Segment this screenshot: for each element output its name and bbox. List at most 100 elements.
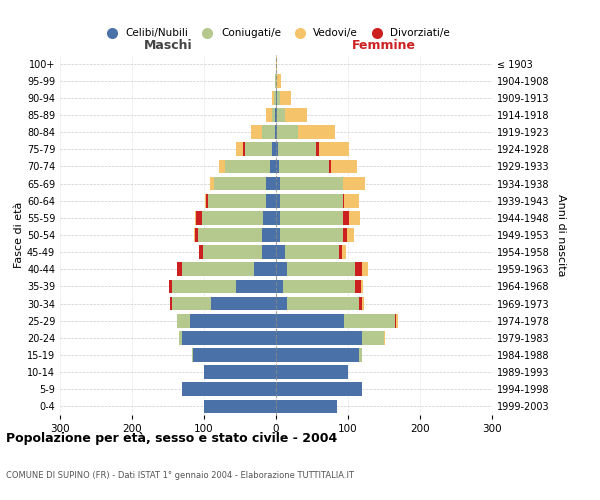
Bar — [276, 74, 277, 88]
Bar — [276, 246, 284, 259]
Bar — [203, 246, 262, 259]
Bar — [276, 331, 362, 344]
Bar — [284, 246, 338, 259]
Bar — [172, 280, 236, 293]
Bar — [349, 211, 359, 224]
Bar — [182, 382, 276, 396]
Bar — [196, 211, 202, 224]
Bar — [251, 126, 262, 139]
Bar — [198, 228, 262, 242]
Y-axis label: Anni di nascita: Anni di nascita — [556, 194, 566, 276]
Bar — [276, 108, 277, 122]
Bar — [338, 246, 342, 259]
Bar — [170, 296, 172, 310]
Bar — [280, 176, 343, 190]
Bar — [254, 262, 276, 276]
Bar — [263, 211, 276, 224]
Bar — [362, 296, 364, 310]
Bar — [276, 366, 348, 379]
Bar — [329, 160, 331, 173]
Bar — [205, 194, 206, 207]
Bar — [269, 160, 276, 173]
Bar — [276, 91, 277, 104]
Bar — [225, 160, 269, 173]
Bar — [343, 194, 344, 207]
Bar — [276, 160, 279, 173]
Bar — [266, 194, 276, 207]
Bar — [262, 246, 276, 259]
Bar — [342, 246, 346, 259]
Bar — [236, 142, 243, 156]
Bar — [362, 262, 368, 276]
Bar — [331, 160, 356, 173]
Bar — [276, 382, 362, 396]
Y-axis label: Fasce di età: Fasce di età — [14, 202, 24, 268]
Bar — [245, 142, 272, 156]
Bar — [276, 228, 280, 242]
Bar — [272, 91, 274, 104]
Bar — [262, 126, 275, 139]
Bar — [277, 74, 281, 88]
Bar — [280, 211, 343, 224]
Bar — [278, 142, 316, 156]
Bar — [344, 314, 395, 328]
Bar — [280, 228, 343, 242]
Bar — [287, 262, 355, 276]
Bar — [276, 280, 283, 293]
Bar — [359, 348, 362, 362]
Bar — [211, 296, 276, 310]
Bar — [176, 314, 190, 328]
Legend: Celibi/Nubili, Coniugati/e, Vedovi/e, Divorziati/e: Celibi/Nubili, Coniugati/e, Vedovi/e, Di… — [98, 24, 454, 42]
Bar — [182, 331, 276, 344]
Bar — [272, 108, 275, 122]
Bar — [266, 176, 276, 190]
Bar — [276, 142, 278, 156]
Bar — [280, 194, 343, 207]
Bar — [344, 194, 359, 207]
Bar — [355, 262, 362, 276]
Bar — [276, 296, 287, 310]
Bar — [343, 211, 349, 224]
Bar — [287, 296, 359, 310]
Bar — [277, 108, 286, 122]
Bar — [202, 211, 263, 224]
Bar — [277, 91, 280, 104]
Bar — [206, 194, 208, 207]
Bar — [275, 108, 276, 122]
Text: Popolazione per età, sesso e stato civile - 2004: Popolazione per età, sesso e stato civil… — [6, 432, 337, 445]
Bar — [316, 142, 319, 156]
Bar — [275, 74, 276, 88]
Bar — [276, 211, 280, 224]
Bar — [211, 176, 214, 190]
Bar — [384, 331, 385, 344]
Bar — [274, 91, 276, 104]
Bar — [276, 348, 359, 362]
Bar — [276, 400, 337, 413]
Text: Maschi: Maschi — [143, 38, 193, 52]
Bar — [359, 296, 362, 310]
Bar — [280, 91, 291, 104]
Bar — [192, 348, 193, 362]
Bar — [243, 142, 245, 156]
Bar — [176, 262, 182, 276]
Bar — [298, 126, 335, 139]
Bar — [279, 160, 329, 173]
Bar — [214, 176, 266, 190]
Text: COMUNE DI SUPINO (FR) - Dati ISTAT 1° gennaio 2004 - Elaborazione TUTTITALIA.IT: COMUNE DI SUPINO (FR) - Dati ISTAT 1° ge… — [6, 471, 354, 480]
Bar — [204, 366, 276, 379]
Bar — [179, 331, 182, 344]
Bar — [194, 228, 198, 242]
Bar — [276, 56, 277, 70]
Bar — [277, 126, 298, 139]
Bar — [276, 314, 344, 328]
Bar — [204, 400, 276, 413]
Bar — [347, 228, 354, 242]
Bar — [272, 142, 276, 156]
Bar — [199, 246, 203, 259]
Bar — [172, 296, 211, 310]
Bar — [396, 314, 398, 328]
Bar — [343, 176, 365, 190]
Bar — [208, 194, 266, 207]
Bar — [169, 280, 172, 293]
Bar — [190, 314, 276, 328]
